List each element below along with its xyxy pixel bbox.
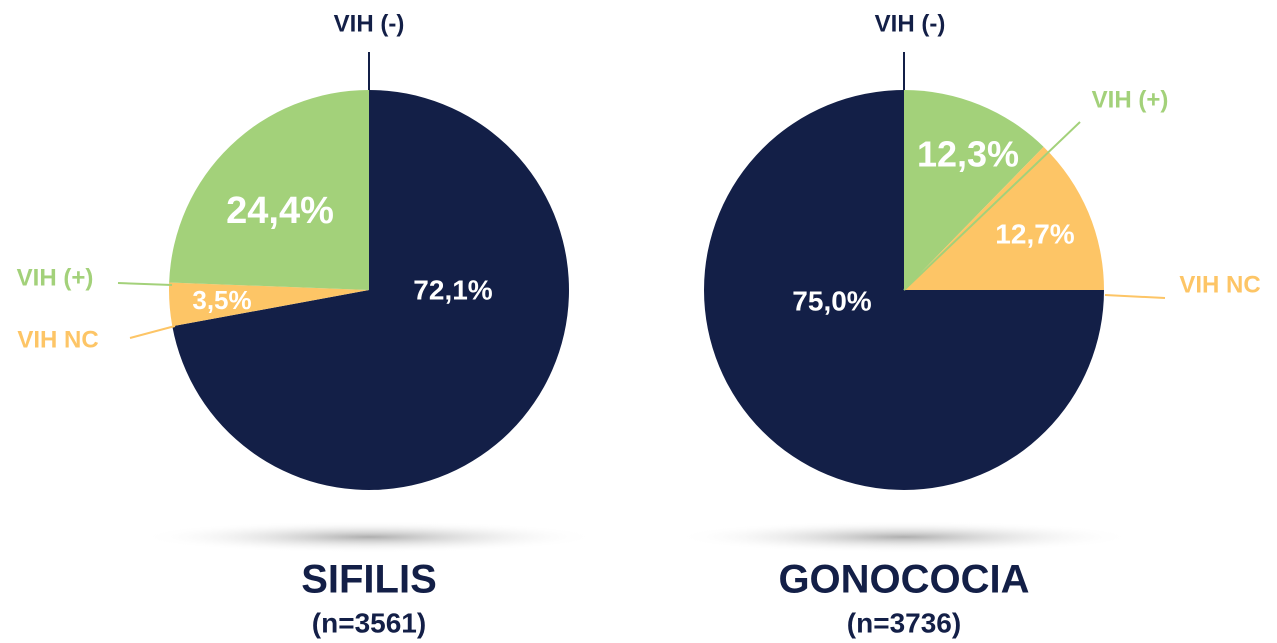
pie-slice [904, 90, 1044, 290]
shadow [139, 521, 599, 553]
leader-line [903, 121, 1081, 291]
shadow [674, 521, 1134, 553]
pie-slice [904, 146, 1104, 290]
category-label: VIH NC [1179, 271, 1260, 298]
leader-line [117, 282, 173, 286]
value-label: 24,4% [226, 190, 334, 232]
category-label: VIH (-) [875, 10, 946, 37]
value-label: 12,3% [917, 134, 1019, 175]
pie-slice [169, 282, 369, 327]
value-label: 3,5% [192, 285, 251, 315]
chart-title: GONOCOCIA [778, 558, 1029, 602]
category-label: VIH (+) [1092, 86, 1169, 113]
chart-subtitle: (n=3561) [312, 607, 426, 638]
pie-slice [172, 90, 569, 490]
value-label: 75,0% [792, 285, 871, 316]
category-label: VIH NC [17, 326, 98, 353]
category-label: VIH (+) [17, 264, 94, 291]
leader-line [129, 325, 176, 339]
leader-line [1104, 294, 1166, 299]
category-label: VIH (-) [334, 10, 405, 37]
chart-subtitle: (n=3736) [847, 607, 961, 638]
chart-title: SIFILIS [301, 558, 437, 602]
value-label: 12,7% [995, 218, 1074, 249]
pie-slice [169, 90, 369, 290]
value-label: 72,1% [413, 274, 492, 305]
